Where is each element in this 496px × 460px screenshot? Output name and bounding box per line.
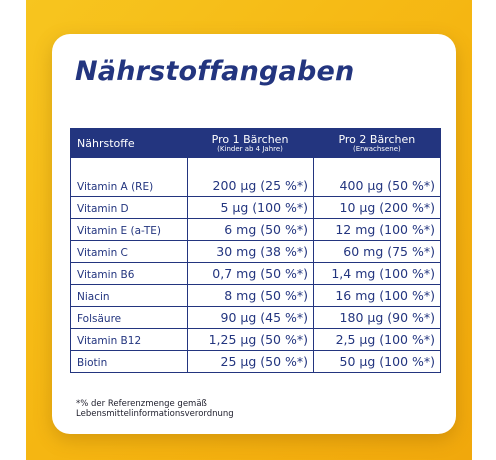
amount-one-bear: 6 mg (50 %*) xyxy=(187,219,313,240)
table-row: Biotin 25 µg (50 %*) 50 µg (100 %*) xyxy=(71,351,440,372)
amount-two-bears: 400 µg (50 %*) xyxy=(313,175,440,196)
nutrient-name: Vitamin C xyxy=(77,247,128,259)
header-nutrients: Nährstoffe xyxy=(77,136,135,150)
footnote-line-2: Lebensmittelinformationsverordnung xyxy=(76,408,234,419)
header-one-bear-sub: (Kinder ab 4 Jahre) xyxy=(217,144,283,153)
nutrient-name: Vitamin E (a-TE) xyxy=(77,225,162,237)
amount-one-bear: 0,7 mg (50 %*) xyxy=(187,263,313,284)
footnote: *% der Referenzmenge gemäß Lebensmitteli… xyxy=(76,399,406,420)
table-row: Niacin 8 mg (50 %*) 16 mg (100 %*) xyxy=(71,285,440,307)
amount-one-bear: 90 µg (45 %*) xyxy=(187,307,313,328)
amount-one-bear: 1,25 µg (50 %*) xyxy=(187,329,313,350)
nutrition-card: Nährstoffangaben Nährstoffe Pro 1 Bärche… xyxy=(52,34,456,434)
table-header: Nährstoffe Pro 1 Bärchen (Kinder ab 4 Ja… xyxy=(71,128,440,158)
amount-two-bears: 16 mg (100 %*) xyxy=(313,285,440,306)
header-two-bears: Pro 2 Bärchen (Erwachsene) xyxy=(312,128,440,158)
amount-one-bear: 200 µg (25 %*) xyxy=(187,175,313,196)
amount-one-bear: 8 mg (50 %*) xyxy=(187,285,313,306)
header-one-bear-label: Pro 1 Bärchen xyxy=(211,132,289,146)
amount-two-bears: 1,4 mg (100 %*) xyxy=(313,263,440,284)
nutrient-name: Vitamin B12 xyxy=(77,335,142,347)
amount-two-bears: 60 mg (75 %*) xyxy=(313,241,440,262)
nutrient-name: Vitamin B6 xyxy=(77,269,135,281)
nutrient-name: Folsäure xyxy=(77,313,122,325)
amount-one-bear: 30 mg (38 %*) xyxy=(187,241,313,262)
table-row: Vitamin B6 0,7 mg (50 %*) 1,4 mg (100 %*… xyxy=(71,263,440,285)
nutrient-name: Vitamin D xyxy=(77,203,129,215)
header-one-bear: Pro 1 Bärchen (Kinder ab 4 Jahre) xyxy=(186,128,312,158)
page-title: Nährstoffangaben xyxy=(75,56,355,87)
nutrition-table: Nährstoffe Pro 1 Bärchen (Kinder ab 4 Ja… xyxy=(70,128,441,373)
table-row: Vitamin A (RE) 200 µg (25 %*) 400 µg (50… xyxy=(71,175,440,197)
nutrient-name: Niacin xyxy=(77,291,110,303)
amount-two-bears: 2,5 µg (100 %*) xyxy=(313,329,440,350)
amount-two-bears: 180 µg (90 %*) xyxy=(313,307,440,328)
table-spacer xyxy=(71,158,440,175)
table-row: Folsäure 90 µg (45 %*) 180 µg (90 %*) xyxy=(71,307,440,329)
amount-one-bear: 5 µg (100 %*) xyxy=(187,197,313,218)
header-two-bears-sub: (Erwachsene) xyxy=(352,144,401,153)
nutrient-name: Vitamin A (RE) xyxy=(77,181,154,193)
amount-two-bears: 50 µg (100 %*) xyxy=(313,351,440,372)
amount-two-bears: 10 µg (200 %*) xyxy=(313,197,440,218)
header-two-bears-label: Pro 2 Bärchen xyxy=(338,132,416,146)
table-row: Vitamin B12 1,25 µg (50 %*) 2,5 µg (100 … xyxy=(71,329,440,351)
amount-one-bear: 25 µg (50 %*) xyxy=(187,351,313,372)
table-row: Vitamin D 5 µg (100 %*) 10 µg (200 %*) xyxy=(71,197,440,219)
table-row: Vitamin C 30 mg (38 %*) 60 mg (75 %*) xyxy=(71,241,440,263)
amount-two-bears: 12 mg (100 %*) xyxy=(313,219,440,240)
footnote-line-1: *% der Referenzmenge gemäß xyxy=(76,399,207,409)
nutrient-name: Biotin xyxy=(77,357,108,369)
table-row: Vitamin E (a-TE) 6 mg (50 %*) 12 mg (100… xyxy=(71,219,440,241)
